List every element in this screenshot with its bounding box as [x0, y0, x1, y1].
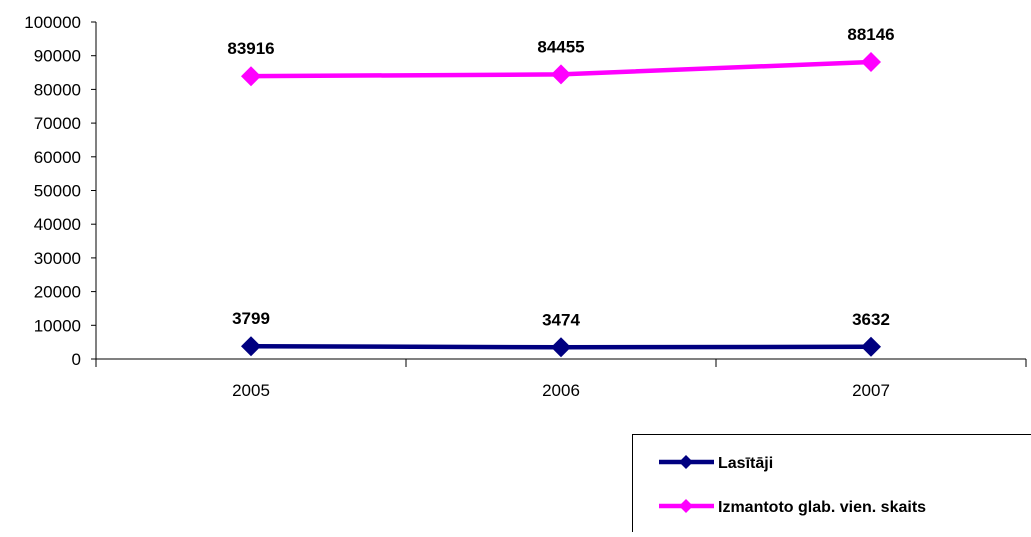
data-label-lasitaji: 3474 [542, 310, 580, 329]
legend-label-izmantoto-glab-vien-skaits: Izmantoto glab. vien. skaits [718, 499, 926, 516]
legend-box [633, 435, 1031, 533]
data-label-izmantoto-glab-vien-skaits: 84455 [537, 37, 584, 56]
x-tick-label: 2005 [232, 381, 270, 400]
data-label-izmantoto-glab-vien-skaits: 88146 [847, 25, 894, 44]
data-point-izmantoto-glab-vien-skaits [551, 64, 571, 84]
y-tick-label: 40000 [34, 215, 81, 234]
y-tick-label: 70000 [34, 114, 81, 133]
legend: Lasītāji Izmantoto glab. vien. skaits [633, 435, 1031, 533]
y-tick-label: 100000 [24, 13, 81, 32]
y-tick-label: 0 [72, 350, 81, 369]
data-point-lasitaji [551, 337, 571, 357]
y-tick-label: 50000 [34, 182, 81, 201]
y-tick-label: 20000 [34, 283, 81, 302]
y-tick-label: 60000 [34, 148, 81, 167]
data-label-lasitaji: 3632 [852, 310, 890, 329]
y-tick-label: 30000 [34, 249, 81, 268]
y-tick-label: 80000 [34, 80, 81, 99]
y-tick-label: 90000 [34, 47, 81, 66]
x-tick-label: 2006 [542, 381, 580, 400]
data-point-izmantoto-glab-vien-skaits [241, 66, 261, 86]
x-tick-label: 2007 [852, 381, 890, 400]
data-point-lasitaji [241, 336, 261, 356]
data-label-izmantoto-glab-vien-skaits: 83916 [227, 39, 274, 58]
y-tick-label: 10000 [34, 316, 81, 335]
data-point-lasitaji [861, 337, 881, 357]
legend-label-lasitaji: Lasītāji [718, 455, 773, 472]
data-point-izmantoto-glab-vien-skaits [861, 52, 881, 72]
data-label-lasitaji: 3799 [232, 309, 270, 328]
